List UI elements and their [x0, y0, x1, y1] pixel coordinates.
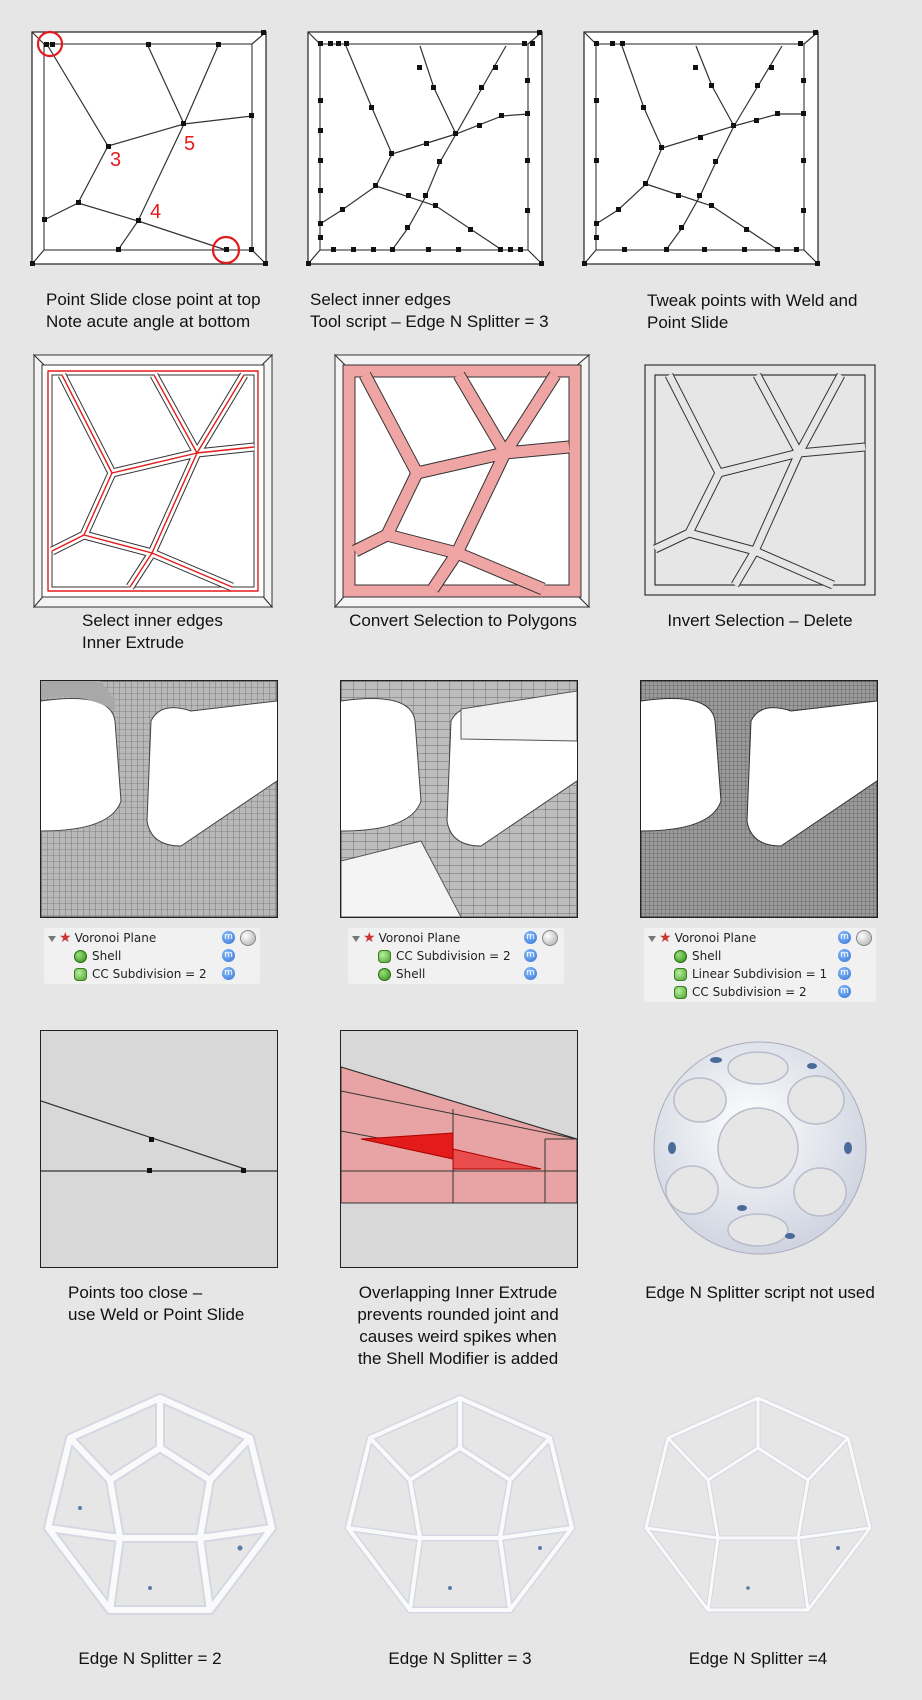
modifier-m-icon[interactable]: m: [222, 949, 235, 962]
panel-point-slide: 3 5 4: [30, 28, 270, 268]
panel-invert-delete: [643, 363, 877, 597]
render-no-splitter: [640, 1030, 880, 1270]
layer-label: CC Subdivision = 2: [92, 967, 207, 981]
caption-tweak-points: Tweak points with Weld and Point Slide: [647, 291, 858, 332]
sphere-visibility-icon[interactable]: [240, 930, 256, 946]
voronoi-diagram-split: [306, 30, 544, 266]
caption-splitter-2: Edge N Splitter = 2: [78, 1649, 222, 1668]
caption-splitter-3: Edge N Splitter = 3: [388, 1649, 532, 1668]
layer-label: Linear Subdivision = 1: [692, 967, 828, 981]
layer-item[interactable]: ★ Voronoi Plane: [352, 930, 460, 947]
layer-label: Shell: [92, 949, 122, 963]
caption-point-slide: Point Slide close point at top Note acut…: [46, 290, 261, 331]
layer-label: Voronoi Plane: [74, 931, 157, 945]
disclosure-triangle-icon[interactable]: [48, 935, 56, 942]
layer-item[interactable]: CC Subdivision = 2: [74, 966, 207, 983]
modifier-m-icon[interactable]: m: [524, 949, 537, 962]
caption-points-too-close: Points too close – use Weld or Point Sli…: [68, 1283, 245, 1324]
layer-item[interactable]: CC Subdivision = 2: [378, 948, 511, 965]
render-splitter-2: [40, 1388, 280, 1628]
sphere-visibility-icon[interactable]: [856, 930, 872, 946]
modifier-m-icon[interactable]: m: [838, 985, 851, 998]
shell-icon: [74, 950, 87, 963]
layer-label: Shell: [396, 967, 426, 981]
voronoi-diagram-tweaked: [582, 30, 820, 266]
render-subdivision-shell: [340, 680, 578, 918]
modifier-m-icon[interactable]: m: [524, 931, 537, 944]
layer-item[interactable]: Shell: [74, 948, 121, 965]
subdivision-icon: [378, 950, 391, 963]
modifier-m-icon[interactable]: m: [524, 967, 537, 980]
layer-label: Shell: [692, 949, 722, 963]
caption-convert-selection: Convert Selection to Polygons: [349, 611, 577, 630]
caption-inner-extrude: Select inner edges Inner Extrude: [82, 611, 223, 652]
caption-invert-delete: Invert Selection – Delete: [667, 611, 853, 630]
panel-overlapping-extrude: [340, 1030, 578, 1268]
render-linear-cc-subdivision: [640, 680, 878, 918]
render-splitter-4: [638, 1388, 878, 1628]
layer-item[interactable]: ★ Voronoi Plane: [48, 930, 156, 947]
voronoi-diagram-initial: 3 5 4: [30, 30, 268, 266]
disclosure-triangle-icon[interactable]: [648, 935, 656, 942]
shell-icon: [378, 968, 391, 981]
layers-panel-3: ★ Voronoi Plane Shell Linear Subdivision …: [644, 928, 876, 1002]
caption-splitter-4: Edge N Splitter =4: [688, 1649, 828, 1668]
node-label-3: 3: [110, 149, 121, 171]
layer-label: Voronoi Plane: [674, 931, 757, 945]
caption-no-splitter: Edge N Splitter script not used: [645, 1283, 875, 1302]
modifier-m-icon[interactable]: m: [838, 967, 851, 980]
voronoi-star-icon: ★: [659, 930, 672, 946]
layer-item[interactable]: Shell: [378, 966, 425, 983]
voronoi-star-icon: ★: [59, 930, 72, 946]
layers-panel-2: ★ Voronoi Plane CC Subdivision = 2 Shell …: [348, 928, 564, 984]
sphere-visibility-icon[interactable]: [542, 930, 558, 946]
layers-panel-1: ★ Voronoi Plane Shell CC Subdivision = 2 …: [44, 928, 260, 984]
modifier-m-icon[interactable]: m: [222, 967, 235, 980]
modifier-m-icon[interactable]: m: [222, 931, 235, 944]
node-label-4: 4: [150, 201, 161, 223]
modifier-m-icon[interactable]: m: [838, 949, 851, 962]
inner-extrude-mesh: [32, 353, 274, 609]
caption-overlapping-extrude: Overlapping Inner Extrude prevents round…: [357, 1283, 559, 1368]
render-splitter-3: [340, 1388, 580, 1628]
layer-label: CC Subdivision = 2: [692, 985, 807, 999]
disclosure-triangle-icon[interactable]: [352, 935, 360, 942]
layer-item[interactable]: Linear Subdivision = 1: [674, 966, 827, 983]
panel-convert-selection: [333, 353, 591, 609]
modifier-m-icon[interactable]: m: [838, 931, 851, 944]
layer-item[interactable]: Shell: [674, 948, 721, 965]
layer-label: CC Subdivision = 2: [396, 949, 511, 963]
layer-item[interactable]: CC Subdivision = 2: [674, 984, 807, 1001]
voronoi-star-icon: ★: [363, 930, 376, 946]
invert-delete-mesh: [644, 364, 876, 596]
highlight-circle-top: [36, 30, 64, 58]
panel-edge-splitter: [306, 28, 546, 268]
panel-tweak-points: [582, 28, 822, 268]
layer-label: Voronoi Plane: [378, 931, 461, 945]
render-shell-subdivision: [40, 680, 278, 918]
subdivision-icon: [674, 986, 687, 999]
subdivision-icon: [74, 968, 87, 981]
node-label-5: 5: [184, 133, 195, 155]
subdivision-icon: [674, 968, 687, 981]
panel-inner-extrude: [32, 353, 274, 609]
caption-edge-splitter: Select inner edges Tool script – Edge N …: [310, 290, 549, 331]
shell-icon: [674, 950, 687, 963]
panel-points-too-close: [40, 1030, 278, 1268]
layer-item[interactable]: ★ Voronoi Plane: [648, 930, 756, 947]
selected-polygons-mesh: [333, 353, 591, 609]
highlight-circle-bottom: [211, 235, 241, 265]
